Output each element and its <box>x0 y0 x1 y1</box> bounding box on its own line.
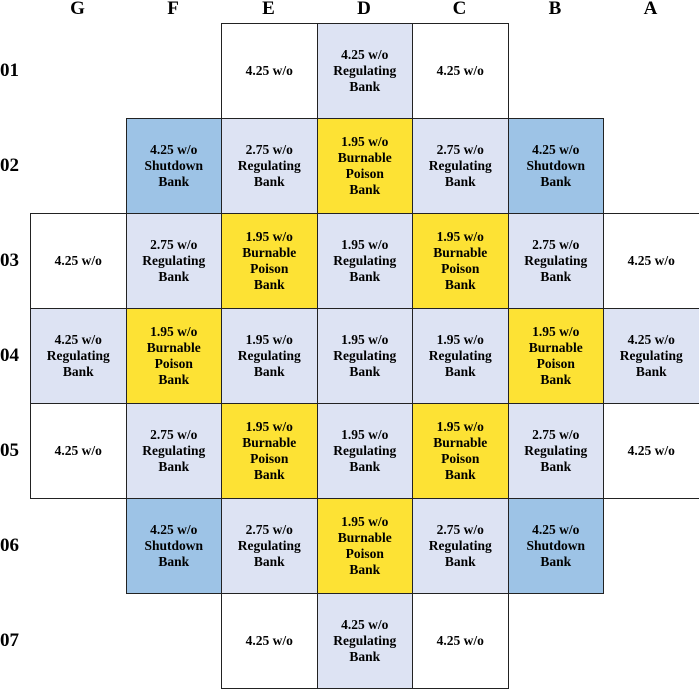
cell-f05: 2.75 w/o Regulating Bank <box>125 403 222 499</box>
cell-label: 1.95 w/o Burnable Poison Bank <box>433 229 488 292</box>
column-label-e: E <box>262 0 275 19</box>
cell-e03: 1.95 w/o Burnable Poison Bank <box>221 213 318 309</box>
cell-e05: 1.95 w/o Burnable Poison Bank <box>221 403 318 499</box>
cell-label: 1.95 w/o Burnable Poison Bank <box>528 324 583 387</box>
cell-d07: 4.25 w/o Regulating Bank <box>316 593 413 689</box>
cell-label: 4.25 w/o <box>245 633 293 648</box>
cell-b04: 1.95 w/o Burnable Poison Bank <box>507 308 604 404</box>
column-label-a: A <box>643 0 658 19</box>
cell-b05: 2.75 w/o Regulating Bank <box>507 403 604 499</box>
cell-a05: 4.25 w/o <box>603 403 699 499</box>
cell-label: 1.95 w/o Regulating Bank <box>333 237 397 284</box>
column-label-b: B <box>548 0 562 19</box>
cell-label: 4.25 w/o Shutdown Bank <box>144 142 204 189</box>
cell-g03: 4.25 w/o <box>30 213 127 309</box>
cell-g04: 4.25 w/o Regulating Bank <box>30 308 127 404</box>
row-label-04: 04 <box>0 344 19 366</box>
cell-g05: 4.25 w/o <box>30 403 127 499</box>
cell-label: 4.25 w/o Regulating Bank <box>333 617 397 664</box>
cell-c04: 1.95 w/o Regulating Bank <box>412 308 509 404</box>
cell-c01: 4.25 w/o <box>412 23 509 119</box>
cell-e07: 4.25 w/o <box>221 593 318 689</box>
cell-label: 1.95 w/o Burnable Poison Bank <box>242 229 297 292</box>
cell-b03: 2.75 w/o Regulating Bank <box>507 213 604 309</box>
cell-e01: 4.25 w/o <box>221 23 318 119</box>
row-label-07: 07 <box>0 629 19 651</box>
cell-f03: 2.75 w/o Regulating Bank <box>125 213 222 309</box>
cell-label: 4.25 w/o <box>627 443 675 458</box>
cell-e06: 2.75 w/o Regulating Bank <box>221 498 318 594</box>
cell-d01: 4.25 w/o Regulating Bank <box>316 23 413 119</box>
cell-f06: 4.25 w/o Shutdown Bank <box>125 498 222 594</box>
cell-label: 4.25 w/o <box>436 63 484 78</box>
row-label-02: 02 <box>0 154 19 176</box>
cell-label: 4.25 w/o Regulating Bank <box>46 332 110 379</box>
cell-label: 1.95 w/o Burnable Poison Bank <box>337 514 392 577</box>
row-label-03: 03 <box>0 249 19 271</box>
cell-label: 4.25 w/o Regulating Bank <box>619 332 683 379</box>
column-label-c: C <box>452 0 467 19</box>
cell-label: 2.75 w/o Regulating Bank <box>237 522 301 569</box>
cell-label: 4.25 w/o <box>245 63 293 78</box>
cell-label: 1.95 w/o Burnable Poison Bank <box>242 419 297 482</box>
cell-label: 2.75 w/o Regulating Bank <box>428 522 492 569</box>
cell-c06: 2.75 w/o Regulating Bank <box>412 498 509 594</box>
cell-label: 2.75 w/o Regulating Bank <box>428 142 492 189</box>
cell-label: 4.25 w/o <box>54 443 102 458</box>
cell-label: 4.25 w/o Shutdown Bank <box>144 522 204 569</box>
cell-label: 1.95 w/o Regulating Bank <box>237 332 301 379</box>
cell-d03: 1.95 w/o Regulating Bank <box>316 213 413 309</box>
cell-label: 1.95 w/o Regulating Bank <box>333 427 397 474</box>
cell-label: 2.75 w/o Regulating Bank <box>142 427 206 474</box>
cell-label: 1.95 w/o Burnable Poison Bank <box>433 419 488 482</box>
cell-label: 2.75 w/o Regulating Bank <box>524 237 588 284</box>
cell-b06: 4.25 w/o Shutdown Bank <box>507 498 604 594</box>
cell-c05: 1.95 w/o Burnable Poison Bank <box>412 403 509 499</box>
cell-c03: 1.95 w/o Burnable Poison Bank <box>412 213 509 309</box>
cell-b02: 4.25 w/o Shutdown Bank <box>507 118 604 214</box>
cell-label: 4.25 w/o Regulating Bank <box>333 47 397 94</box>
cell-label: 2.75 w/o Regulating Bank <box>142 237 206 284</box>
cell-label: 4.25 w/o <box>627 253 675 268</box>
cell-f02: 4.25 w/o Shutdown Bank <box>125 118 222 214</box>
cell-d02: 1.95 w/o Burnable Poison Bank <box>316 118 413 214</box>
cell-label: 4.25 w/o <box>54 253 102 268</box>
cell-label: 4.25 w/o Shutdown Bank <box>526 142 586 189</box>
cell-d06: 1.95 w/o Burnable Poison Bank <box>316 498 413 594</box>
cell-d05: 1.95 w/o Regulating Bank <box>316 403 413 499</box>
cell-f04: 1.95 w/o Burnable Poison Bank <box>125 308 222 404</box>
cell-label: 4.25 w/o <box>436 633 484 648</box>
column-label-d: D <box>357 0 371 19</box>
row-label-06: 06 <box>0 534 19 556</box>
cell-a04: 4.25 w/o Regulating Bank <box>603 308 699 404</box>
cell-label: 1.95 w/o Regulating Bank <box>333 332 397 379</box>
row-label-05: 05 <box>0 439 19 461</box>
cell-a03: 4.25 w/o <box>603 213 699 309</box>
cell-label: 1.95 w/o Burnable Poison Bank <box>146 324 201 387</box>
cell-label: 2.75 w/o Regulating Bank <box>524 427 588 474</box>
cell-label: 1.95 w/o Burnable Poison Bank <box>337 134 392 197</box>
column-label-g: G <box>70 0 85 19</box>
cell-d04: 1.95 w/o Regulating Bank <box>316 308 413 404</box>
cell-label: 1.95 w/o Regulating Bank <box>428 332 492 379</box>
cell-e04: 1.95 w/o Regulating Bank <box>221 308 318 404</box>
cell-label: 4.25 w/o Shutdown Bank <box>526 522 586 569</box>
column-label-f: F <box>167 0 179 19</box>
cell-c07: 4.25 w/o <box>412 593 509 689</box>
cell-c02: 2.75 w/o Regulating Bank <box>412 118 509 214</box>
row-label-01: 01 <box>0 59 19 81</box>
cell-label: 2.75 w/o Regulating Bank <box>237 142 301 189</box>
cell-e02: 2.75 w/o Regulating Bank <box>221 118 318 214</box>
